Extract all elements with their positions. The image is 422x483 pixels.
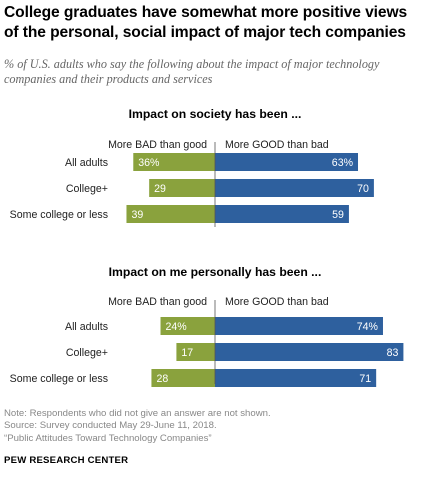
data-label-good: 71 <box>359 373 371 385</box>
data-label-good: 59 <box>332 209 344 221</box>
data-label-bad: 24% <box>166 321 188 333</box>
panel-title: Impact on society has been ... <box>129 107 302 121</box>
data-label-bad: 29 <box>154 183 166 195</box>
right-column-header: More GOOD than bad <box>225 296 329 308</box>
category-label: Some college or less <box>10 373 108 385</box>
bar-bad <box>151 369 215 387</box>
right-column-header: More GOOD than bad <box>225 139 329 151</box>
data-label-good: 63% <box>332 157 354 169</box>
note-line-1: Note: Respondents who did not give an an… <box>4 408 271 419</box>
bar-bad <box>133 153 215 171</box>
category-label: Some college or less <box>10 209 108 221</box>
data-label-bad: 39 <box>131 209 143 221</box>
data-label-good: 70 <box>357 183 369 195</box>
category-label: College+ <box>66 347 108 359</box>
category-label: College+ <box>66 183 108 195</box>
data-label-good: 74% <box>357 321 379 333</box>
note-line-2: Source: Survey conducted May 29-June 11,… <box>4 420 217 432</box>
bar-good <box>215 179 374 197</box>
bar-bad <box>176 343 215 361</box>
note-line-3: “Public Attitudes Toward Technology Comp… <box>4 432 212 444</box>
bar-bad <box>126 205 215 223</box>
chart-subtitle: % of U.S. adults who say the following a… <box>4 57 380 86</box>
left-column-header: More BAD than good <box>108 296 207 308</box>
left-column-header: More BAD than good <box>108 139 207 151</box>
chart-notes: Note: Respondents who did not give an an… <box>4 408 420 445</box>
bar-good <box>215 317 383 335</box>
pew-logo-text: PEW RESEARCH CENTER <box>4 455 129 466</box>
chart-title: College graduates have somewhat more pos… <box>4 4 408 41</box>
data-label-bad: 28 <box>156 373 168 385</box>
bar-good <box>215 205 349 223</box>
category-label: All adults <box>65 321 108 333</box>
bar-bad <box>149 179 215 197</box>
chart-panel-2: Impact on me personally has been ... More… <box>10 265 404 387</box>
category-label: All adults <box>65 157 108 169</box>
bar-good <box>215 369 377 387</box>
panel-title: Impact on me personally has been ... <box>109 265 322 279</box>
data-label-bad: 17 <box>181 347 193 359</box>
data-label-bad: 36% <box>138 157 160 169</box>
bar-bad <box>160 317 215 335</box>
bar-good <box>215 153 359 171</box>
chart-panel-1: Impact on society has been ... More BAD t… <box>10 107 374 227</box>
bar-good <box>215 343 404 361</box>
data-label-good: 83 <box>387 347 399 359</box>
